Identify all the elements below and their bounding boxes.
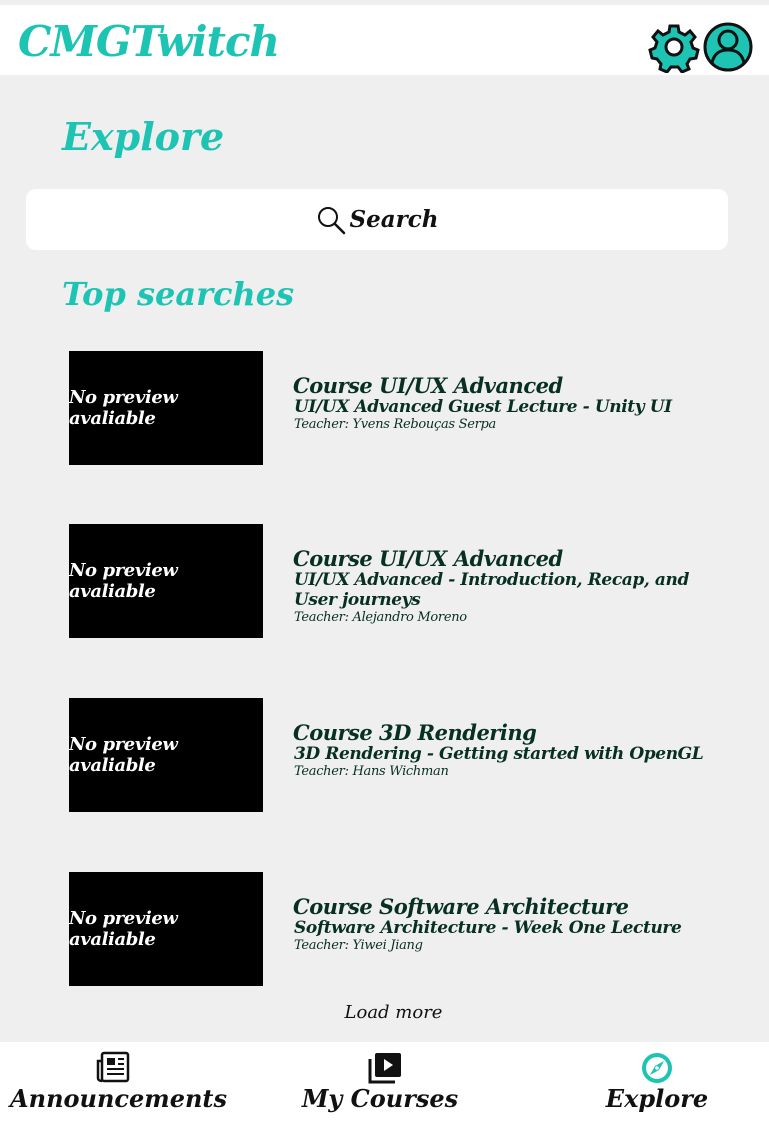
bottom-nav: Announcements My Courses Explore xyxy=(0,1042,769,1122)
course-info: Course Software Architecture Software Ar… xyxy=(293,894,723,954)
course-title[interactable]: Course UI/UX Advanced xyxy=(293,373,563,398)
teacher-name: Teacher: Yiwei Jiang xyxy=(294,938,423,953)
course-title[interactable]: Course UI/UX Advanced xyxy=(293,546,563,571)
lecture-title[interactable]: 3D Rendering - Getting started with Open… xyxy=(294,744,704,764)
gear-icon[interactable] xyxy=(648,21,700,74)
lecture-title[interactable]: UI/UX Advanced Guest Lecture - Unity UI xyxy=(294,397,672,417)
newspaper-icon xyxy=(96,1051,130,1083)
thumbnail-placeholder[interactable]: No preview avaliable xyxy=(69,872,263,986)
nav-my-courses[interactable]: My Courses xyxy=(300,1042,460,1122)
brand-logo[interactable]: CMGTwitch xyxy=(18,17,280,66)
compass-icon xyxy=(642,1053,672,1083)
top-strip xyxy=(0,0,769,5)
load-more-link[interactable]: Load more xyxy=(344,1002,443,1023)
teacher-name: Teacher: Hans Wichman xyxy=(294,764,449,779)
thumbnail-placeholder[interactable]: No preview avaliable xyxy=(69,524,263,638)
nav-label: Explore xyxy=(605,1084,709,1113)
teacher-name: Teacher: Yvens Rebouças Serpa xyxy=(294,417,496,432)
course-title[interactable]: Course Software Architecture xyxy=(293,894,629,919)
teacher-name: Teacher: Alejandro Moreno xyxy=(294,610,467,625)
search-bar[interactable]: Search xyxy=(26,189,728,250)
user-avatar-icon[interactable] xyxy=(702,21,754,73)
course-info: Course UI/UX Advanced UI/UX Advanced Gue… xyxy=(293,373,723,433)
search-icon xyxy=(317,206,345,234)
course-info: Course UI/UX Advanced UI/UX Advanced - I… xyxy=(293,546,723,626)
nav-label: Announcements xyxy=(10,1084,228,1113)
lecture-title[interactable]: UI/UX Advanced - Introduction, Recap, an… xyxy=(294,570,689,610)
nav-announcements[interactable]: Announcements xyxy=(10,1042,228,1122)
thumbnail-placeholder[interactable]: No preview avaliable xyxy=(69,698,263,812)
nav-explore[interactable]: Explore xyxy=(600,1042,714,1122)
course-info: Course 3D Rendering 3D Rendering - Getti… xyxy=(293,720,723,780)
search-label: Search xyxy=(349,206,439,233)
page-title: Explore xyxy=(62,114,225,159)
video-library-icon xyxy=(368,1053,401,1084)
lecture-title[interactable]: Software Architecture - Week One Lecture xyxy=(294,918,682,938)
top-searches-heading: Top searches xyxy=(62,275,295,313)
app-header: CMGTwitch xyxy=(0,5,769,75)
thumbnail-placeholder[interactable]: No preview avaliable xyxy=(69,351,263,465)
course-title[interactable]: Course 3D Rendering xyxy=(293,720,537,745)
nav-label: My Courses xyxy=(301,1084,459,1113)
